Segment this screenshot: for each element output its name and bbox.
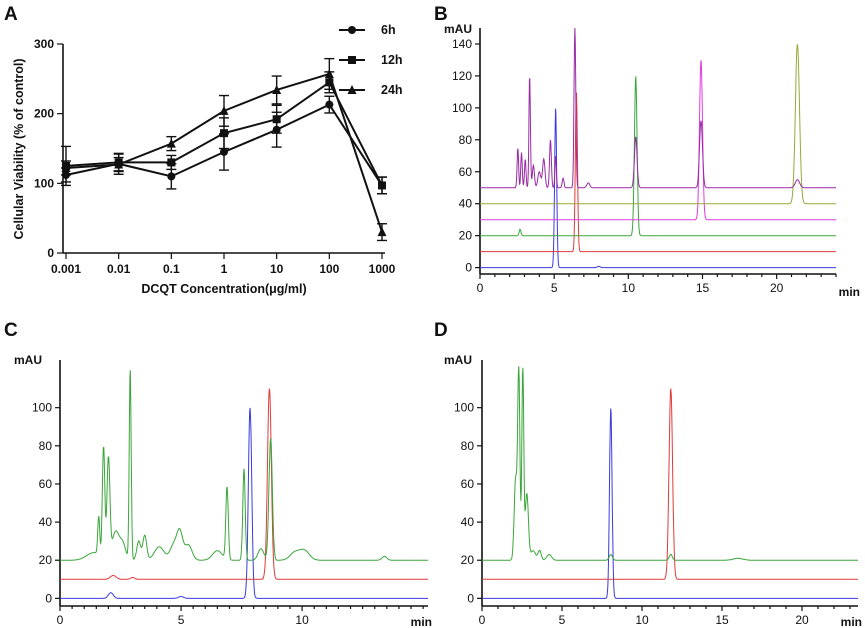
panel-a-viability-chart: Cellular Viability (% of control) DCQT C… xyxy=(12,23,403,296)
y-tick-label: 60 xyxy=(459,165,473,179)
y-tick-label: 300 xyxy=(34,37,54,51)
y-tick-label: 100 xyxy=(452,101,472,115)
data-point-24h xyxy=(166,138,176,148)
trace-line-2 xyxy=(480,92,836,253)
data-point-6h xyxy=(167,172,176,181)
y-unit-label: mAU xyxy=(444,22,472,36)
x-tick-label: 0.01 xyxy=(107,262,131,276)
panel-label-a: A xyxy=(4,4,18,25)
panel-label-b: B xyxy=(434,4,448,25)
x-tick-label: 0 xyxy=(477,281,484,295)
y-tick-label: 140 xyxy=(452,37,472,51)
trace-line-2 xyxy=(60,388,428,580)
trace-line-5 xyxy=(480,44,836,205)
y-tick-label: 100 xyxy=(32,401,52,415)
trace-line-3 xyxy=(480,76,836,237)
data-point-6h xyxy=(220,147,228,156)
x-tick-label: 10 xyxy=(295,613,309,627)
trace-line-1 xyxy=(480,108,836,269)
panel-label-c: C xyxy=(4,320,18,341)
y-unit-label: mAU xyxy=(444,353,472,367)
y-axis-label: Cellular Viability (% of control) xyxy=(12,58,26,239)
panel-d-chromatogram: mAU min 0 20 40 60 80 100 0 5 10 15 20 xyxy=(444,353,862,628)
legend-label: 6h xyxy=(381,23,396,37)
data-point-12h xyxy=(220,129,228,138)
data-point-6h xyxy=(325,100,334,109)
data-point-12h xyxy=(378,181,386,190)
x-axis-label: DCQT Concentration(μg/ml) xyxy=(141,282,306,296)
x-tick-label: 5 xyxy=(551,281,558,295)
y-tick-label: 0 xyxy=(465,261,472,275)
x-tick-label: 1000 xyxy=(369,262,396,276)
x-tick-label: 10 xyxy=(622,281,636,295)
y-tick-label: 60 xyxy=(39,477,53,491)
panel-label-d: D xyxy=(434,320,448,341)
trace-line-1 xyxy=(482,408,858,599)
data-point-12h xyxy=(167,158,176,167)
x-tick-label: 15 xyxy=(715,613,729,627)
x-tick-label: 100 xyxy=(319,262,339,276)
y-tick-label: 20 xyxy=(459,229,473,243)
y-tick-label: 200 xyxy=(34,107,54,121)
legend-marker xyxy=(347,85,357,94)
x-tick-label: 15 xyxy=(696,281,710,295)
data-point-24h xyxy=(377,227,387,237)
y-tick-label: 100 xyxy=(34,176,54,190)
x-tick-label: 5 xyxy=(178,613,185,627)
trace-line-1 xyxy=(60,407,428,599)
y-unit-label: mAU xyxy=(14,353,42,367)
x-unit-label: min xyxy=(411,615,432,628)
x-tick-label: 5 xyxy=(559,613,566,627)
data-point-24h xyxy=(114,159,124,169)
x-tick-label: 0.001 xyxy=(51,262,81,276)
y-tick-label: 120 xyxy=(452,69,472,83)
legend-marker xyxy=(348,26,356,34)
y-tick-label: 0 xyxy=(467,591,474,605)
data-point-24h xyxy=(61,163,71,173)
x-unit-label: min xyxy=(839,285,860,299)
panel-b-chromatogram: mAU min 0 20 40 60 80 100 120 140 0 5 10 15 20 xyxy=(444,22,860,299)
y-tick-label: 40 xyxy=(39,515,53,529)
trace-line-2 xyxy=(482,388,858,580)
data-point-24h xyxy=(324,68,334,78)
x-tick-label: 0 xyxy=(57,613,64,627)
y-tick-label: 100 xyxy=(454,401,474,415)
y-tick-label: 40 xyxy=(461,515,475,529)
y-tick-label: 20 xyxy=(461,553,475,567)
data-point-24h xyxy=(272,84,282,94)
x-tick-label: 20 xyxy=(795,613,809,627)
y-tick-label: 80 xyxy=(459,133,473,147)
x-tick-label: 10 xyxy=(635,613,649,627)
series-12h: 12h xyxy=(61,53,403,195)
y-tick-label: 80 xyxy=(461,439,475,453)
x-tick-label: 10 xyxy=(270,262,284,276)
data-point-12h xyxy=(272,115,281,124)
data-point-24h xyxy=(219,105,229,115)
legend-label: 12h xyxy=(381,53,403,67)
x-tick-label: 0 xyxy=(479,613,486,627)
x-tick-label: 0.1 xyxy=(163,262,180,276)
legend-marker xyxy=(348,56,356,64)
y-tick-label: 80 xyxy=(39,439,53,453)
trace-line-3 xyxy=(482,366,858,561)
trace-line-6 xyxy=(480,27,836,189)
x-tick-label: 20 xyxy=(770,281,784,295)
series-24h: 24h xyxy=(61,57,403,242)
y-tick-label: 0 xyxy=(45,591,52,605)
y-tick-label: 60 xyxy=(461,477,475,491)
x-tick-label: 1 xyxy=(221,262,228,276)
panel-c-chromatogram: mAU min 0 20 40 60 80 100 0 5 10 xyxy=(14,353,432,628)
y-tick-label: 40 xyxy=(459,197,473,211)
trace-line-4 xyxy=(480,60,836,221)
y-tick-label: 0 xyxy=(47,246,54,260)
x-unit-label: min xyxy=(841,615,862,628)
y-tick-label: 20 xyxy=(39,553,53,567)
legend-label: 24h xyxy=(381,83,403,97)
trace-line-3 xyxy=(60,370,428,561)
